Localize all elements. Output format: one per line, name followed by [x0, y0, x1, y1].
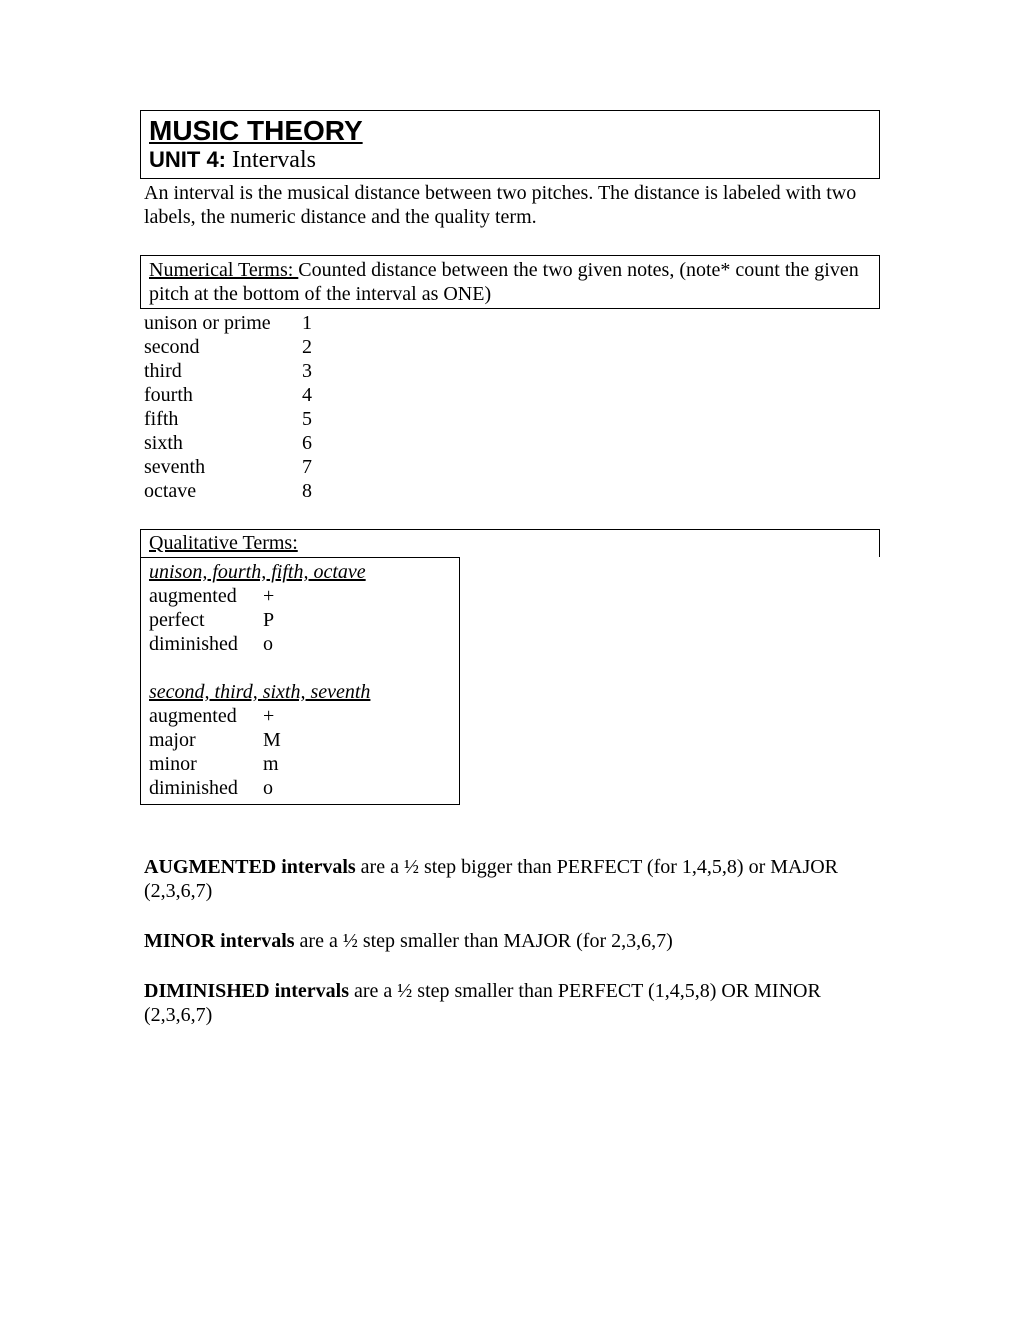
term-name: fifth — [144, 407, 302, 431]
title-box: MUSIC THEORY UNIT 4: Intervals — [140, 110, 880, 179]
term-name: augmented — [149, 704, 263, 728]
term-value: 1 — [302, 311, 322, 335]
minor-definition: MINOR intervals are a ½ step smaller tha… — [144, 929, 876, 953]
term-row: augmented+ — [149, 704, 451, 728]
term-row: fourth4 — [144, 383, 876, 407]
term-name: perfect — [149, 608, 263, 632]
term-value: + — [263, 584, 283, 608]
def-bold: AUGMENTED intervals — [144, 856, 356, 878]
term-name: sixth — [144, 431, 302, 455]
term-row: fifth5 — [144, 407, 876, 431]
term-row: perfectP — [149, 608, 451, 632]
term-value: + — [263, 704, 283, 728]
term-value: 2 — [302, 335, 322, 359]
term-name: minor — [149, 752, 263, 776]
term-value: m — [263, 752, 283, 776]
term-row: diminishedo — [149, 632, 451, 656]
term-name: octave — [144, 479, 302, 503]
group2-title: second, third, sixth, seventh — [149, 680, 451, 704]
unit-line: UNIT 4: Intervals — [149, 147, 871, 174]
diminished-definition: DIMINISHED intervals are a ½ step smalle… — [144, 979, 876, 1027]
numerical-heading-prefix: Numerical Terms: — [149, 259, 298, 281]
term-name: seventh — [144, 455, 302, 479]
qualitative-groups-box: unison, fourth, fifth, octave augmented+… — [140, 557, 460, 805]
augmented-definition: AUGMENTED intervals are a ½ step bigger … — [144, 855, 876, 903]
definitions-section: AUGMENTED intervals are a ½ step bigger … — [140, 855, 880, 1027]
term-row: diminishedo — [149, 776, 451, 800]
unit-label: UNIT 4: — [149, 147, 226, 172]
term-value: o — [263, 632, 283, 656]
term-row: third3 — [144, 359, 876, 383]
term-name: diminished — [149, 776, 263, 800]
term-value: o — [263, 776, 283, 800]
term-name: second — [144, 335, 302, 359]
term-row: octave8 — [144, 479, 876, 503]
term-row: augmented+ — [149, 584, 451, 608]
term-row: unison or prime1 — [144, 311, 876, 335]
term-row: second2 — [144, 335, 876, 359]
term-name: unison or prime — [144, 311, 302, 335]
term-value: 6 — [302, 431, 322, 455]
term-value: M — [263, 728, 283, 752]
term-name: diminished — [149, 632, 263, 656]
term-row: majorM — [149, 728, 451, 752]
term-value: 3 — [302, 359, 322, 383]
term-value: 7 — [302, 455, 322, 479]
def-bold: DIMINISHED intervals — [144, 980, 349, 1002]
term-name: fourth — [144, 383, 302, 407]
term-row: minorm — [149, 752, 451, 776]
def-text: are a ½ step smaller than MAJOR (for 2,3… — [295, 930, 673, 952]
numerical-section-header: Numerical Terms: Counted distance betwee… — [140, 255, 880, 309]
term-row: sixth6 — [144, 431, 876, 455]
unit-name: Intervals — [226, 147, 316, 173]
main-title: MUSIC THEORY — [149, 115, 871, 147]
term-name: augmented — [149, 584, 263, 608]
qualitative-section-header: Qualitative Terms: — [140, 529, 880, 557]
term-value: 8 — [302, 479, 322, 503]
group1-title: unison, fourth, fifth, octave — [149, 560, 451, 584]
term-value: P — [263, 608, 283, 632]
term-row: seventh7 — [144, 455, 876, 479]
def-bold: MINOR intervals — [144, 930, 295, 952]
numerical-terms-list: unison or prime1 second2 third3 fourth4 … — [140, 311, 880, 503]
qualitative-heading: Qualitative Terms: — [149, 532, 298, 554]
term-value: 5 — [302, 407, 322, 431]
term-name: third — [144, 359, 302, 383]
term-name: major — [149, 728, 263, 752]
intro-text: An interval is the musical distance betw… — [140, 181, 880, 229]
term-value: 4 — [302, 383, 322, 407]
